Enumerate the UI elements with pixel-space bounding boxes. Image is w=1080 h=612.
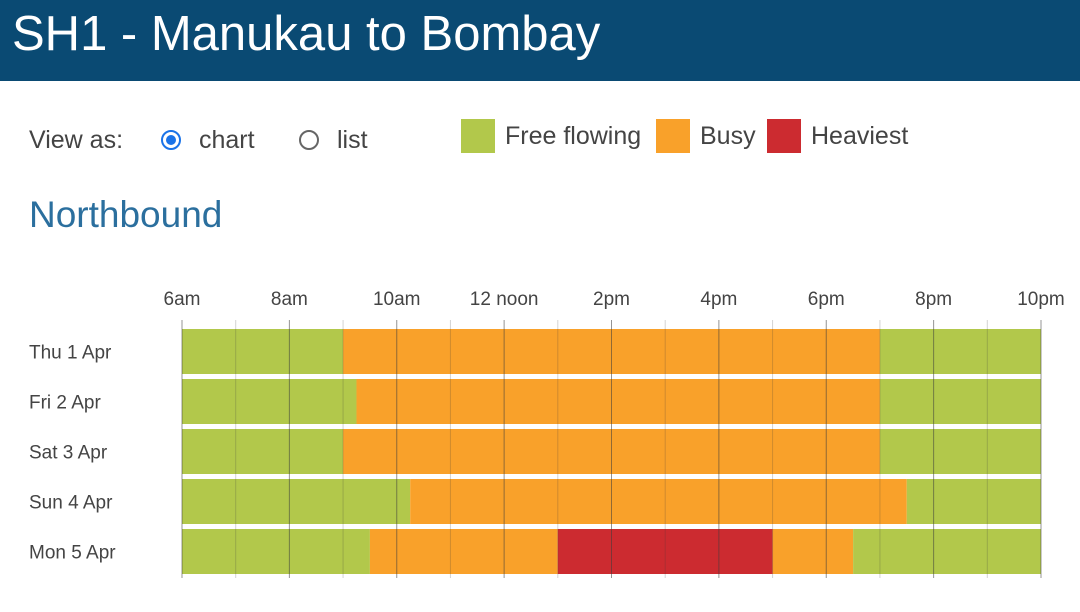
legend-swatch-heaviest (767, 119, 801, 153)
radio-unselected-icon[interactable] (299, 130, 319, 150)
traffic-segment (772, 529, 854, 574)
legend-label-free-flowing: Free flowing (505, 121, 642, 150)
row-label: Sat 3 Apr (29, 443, 108, 464)
legend-free-flowing: Free flowing (461, 119, 641, 153)
x-tick-label: 6pm (808, 289, 845, 310)
row-label: Fri 2 Apr (29, 393, 101, 414)
x-tick-label: 10pm (1017, 289, 1065, 310)
traffic-segment (369, 529, 558, 574)
x-tick-label: 10am (373, 289, 421, 310)
traffic-segment (853, 529, 1041, 574)
traffic-segment (182, 529, 370, 574)
legend-label-busy: Busy (700, 121, 756, 150)
traffic-segment (906, 479, 1041, 524)
traffic-segment (879, 329, 1041, 374)
row-label: Sun 4 Apr (29, 493, 113, 514)
traffic-chart: 6am 8am 10am 12 noon 2pm 4pm 6pm 8pm 10pm Thu 1 A… (29, 289, 1065, 578)
x-tick-label: 12 noon (470, 289, 539, 310)
view-list-radio[interactable]: list (299, 122, 368, 158)
x-tick-label: 8am (271, 289, 308, 310)
x-tick-label: 2pm (593, 289, 630, 310)
view-chart-radio[interactable]: chart (161, 122, 255, 158)
traffic-segment (879, 429, 1041, 474)
traffic-segment (557, 529, 773, 574)
page-title: SH1 - Manukau to Bombay (12, 7, 601, 61)
legend-busy: Busy (656, 119, 756, 153)
x-tick-label: 6am (164, 289, 201, 310)
x-tick-label: 8pm (915, 289, 952, 310)
legend-swatch-busy (656, 119, 690, 153)
row-label: Mon 5 Apr (29, 543, 116, 564)
row-label: Thu 1 Apr (29, 343, 112, 364)
view-chart-label[interactable]: chart (199, 125, 255, 154)
traffic-segment (182, 379, 357, 424)
legend-heaviest: Heaviest (767, 119, 908, 153)
radio-selected-icon[interactable] (161, 130, 181, 150)
legend-swatch-free-flowing (461, 119, 495, 153)
traffic-segment (182, 479, 411, 524)
traffic-segment (410, 479, 907, 524)
page-header: SH1 - Manukau to Bombay (0, 0, 1080, 81)
traffic-segment (182, 429, 344, 474)
section-title: Northbound (29, 194, 223, 235)
x-tick-label: 4pm (700, 289, 737, 310)
view-list-label[interactable]: list (337, 125, 368, 154)
traffic-segment (356, 379, 880, 424)
traffic-segment (879, 379, 1041, 424)
legend-label-heaviest: Heaviest (811, 121, 909, 150)
view-as-label: View as: (29, 126, 124, 154)
traffic-segment (182, 329, 344, 374)
